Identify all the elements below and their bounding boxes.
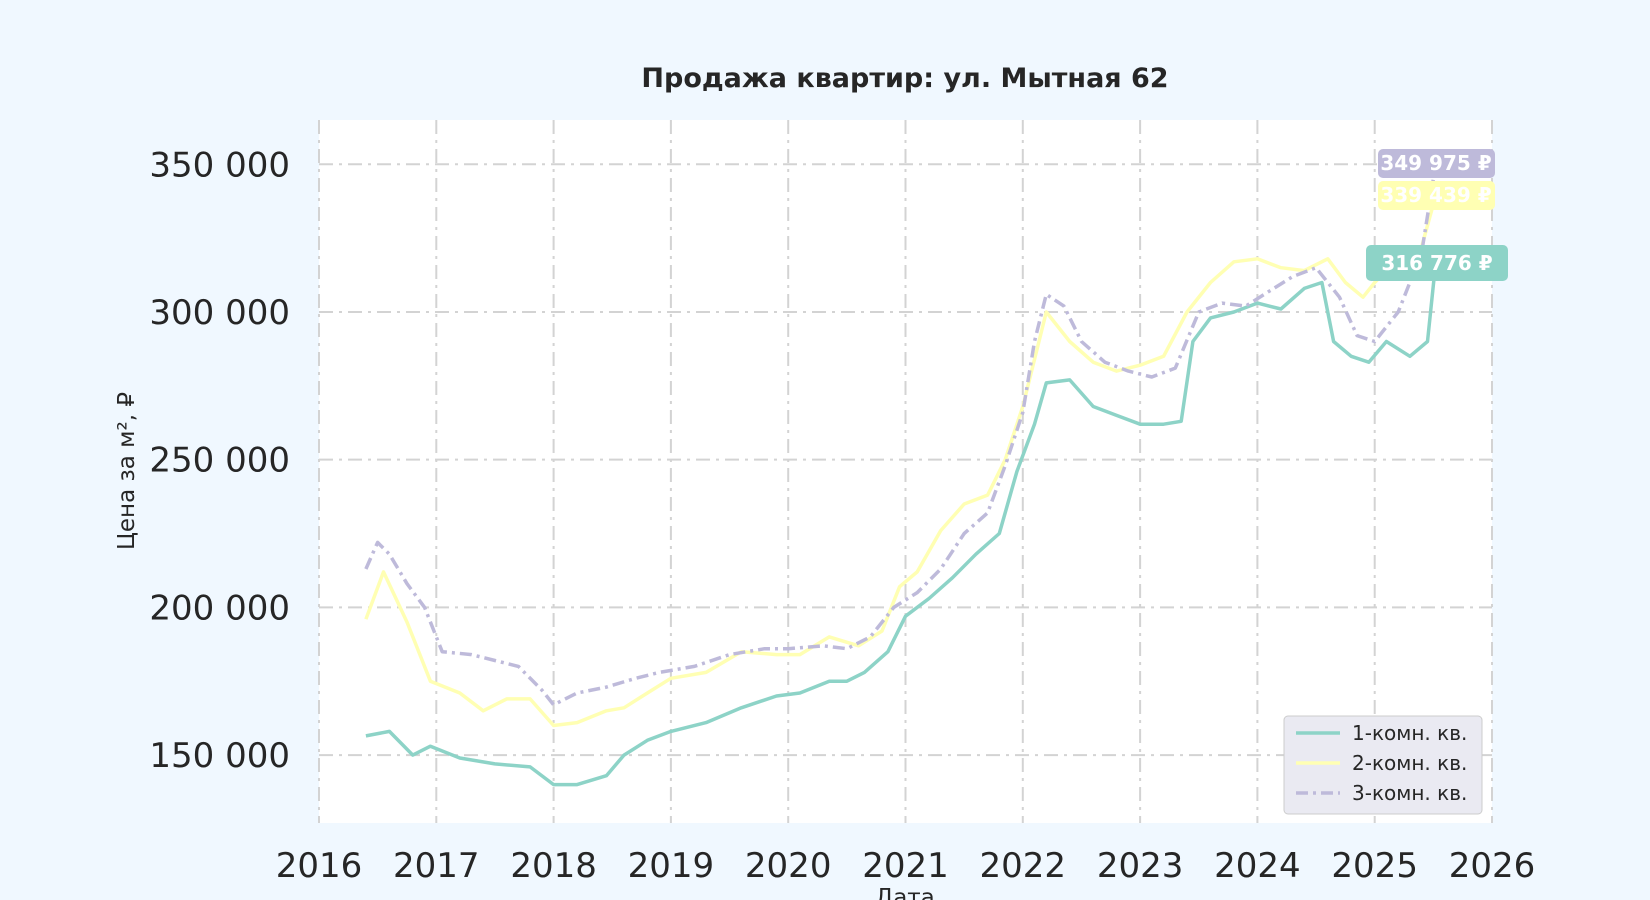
end-label-bg-2-room <box>1378 181 1495 210</box>
series-line-3-room <box>364 164 1438 707</box>
x-tick-label: 2016 <box>276 846 363 886</box>
series-line-1-room <box>365 262 1438 787</box>
end-label-3-room: 349 975 ₽ <box>1380 151 1491 175</box>
end-labels: 316 776 ₽ 339 439 ₽ 349 975 ₽ <box>1366 149 1508 281</box>
x-tick-label: 2022 <box>980 846 1067 886</box>
legend-label-2-room: 2-комн. кв. <box>1352 751 1467 775</box>
end-label-bg-3-room <box>1378 149 1495 178</box>
x-tick-label: 2021 <box>862 846 949 886</box>
end-label-2-room: 339 439 ₽ <box>1380 183 1491 207</box>
x-tick-label: 2024 <box>1214 846 1301 886</box>
grid-layer <box>318 120 1493 823</box>
y-tick-label: 150 000 <box>149 736 290 776</box>
end-label-1-room: 316 776 ₽ <box>1381 251 1492 275</box>
x-tick-label: 2020 <box>745 846 832 886</box>
x-tick-label: 2025 <box>1331 846 1418 886</box>
legend-box <box>1283 715 1483 815</box>
x-axis-label: Дата <box>875 885 935 900</box>
x-tick-label: 2023 <box>1097 846 1184 886</box>
y-tick-label: 200 000 <box>149 588 290 628</box>
x-tick-label: 2026 <box>1449 846 1536 886</box>
end-label-bg-1-room <box>1366 245 1508 281</box>
x-tick-label: 2019 <box>628 846 715 886</box>
x-tick-label: 2017 <box>393 846 480 886</box>
legend-label-3-room: 3-комн. кв. <box>1352 781 1467 805</box>
y-tick-label: 250 000 <box>149 441 290 481</box>
y-tick-label: 300 000 <box>149 293 290 333</box>
ticks-layer: 2016 2017 2018 2019 2020 2021 2022 2023 2024 2025… <box>149 145 1535 886</box>
series-line-2-room <box>364 195 1438 728</box>
legend: 1-комн. кв. 2-комн. кв. 3-комн. кв. <box>1283 715 1483 815</box>
chart-title: Продажа квартир: ул. Мытная 62 <box>641 63 1168 94</box>
x-tick-label: 2018 <box>510 846 597 886</box>
y-tick-label: 350 000 <box>149 145 290 185</box>
legend-label-1-room: 1-комн. кв. <box>1352 721 1467 745</box>
y-axis-label: Цена за м², ₽ <box>114 392 140 550</box>
series-layer <box>364 164 1438 787</box>
